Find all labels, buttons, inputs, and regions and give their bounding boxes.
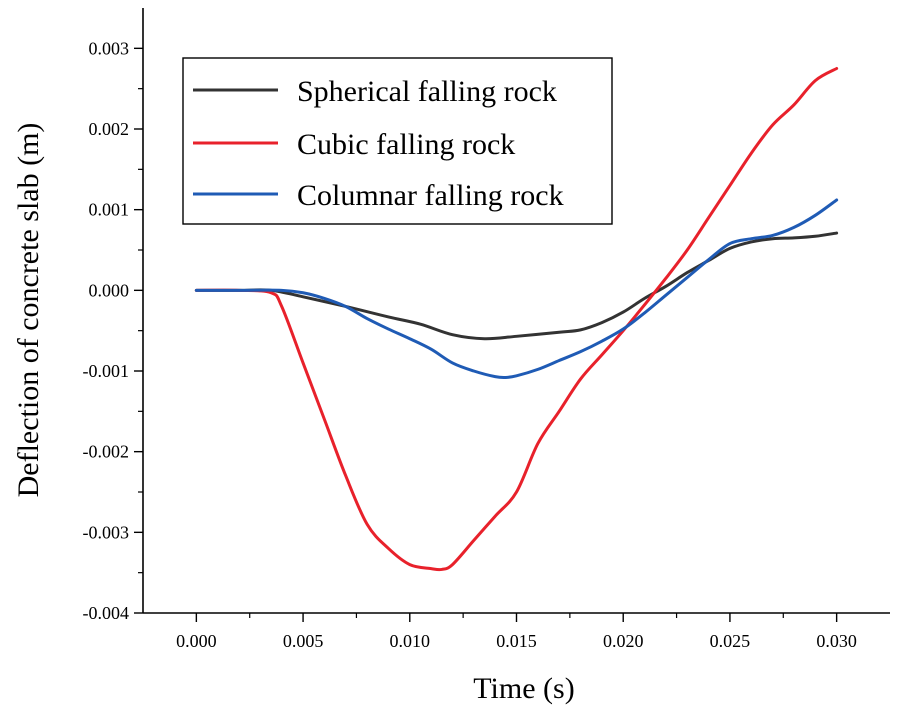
- series-line-cubic: [194, 67, 839, 572]
- y-tick-label: -0.001: [83, 361, 130, 381]
- series-line-spherical: [194, 231, 839, 341]
- x-tick-label: 0.020: [603, 631, 644, 651]
- legend-label-columnar: Columnar falling rock: [297, 179, 564, 212]
- y-tick-label: 0.002: [89, 119, 130, 139]
- y-axis-title: Deflection of concrete slab (m): [12, 123, 45, 498]
- y-tick-label: 0.003: [89, 38, 130, 58]
- x-tick-label: 0.025: [710, 631, 751, 651]
- y-tick-label: 0.001: [89, 200, 130, 220]
- y-tick-label: 0.000: [89, 280, 130, 300]
- legend-label-spherical: Spherical falling rock: [297, 75, 557, 108]
- x-tick-label: 0.005: [283, 631, 324, 651]
- legend-label-cubic: Cubic falling rock: [297, 128, 515, 161]
- series-line-columnar: [194, 198, 839, 380]
- legend: Spherical falling rock Cubic falling roc…: [182, 57, 613, 225]
- x-axis-ticks: 0.000 0.005 0.010 0.015 0.020 0.025 0.030: [176, 613, 857, 651]
- x-tick-label: 0.010: [390, 631, 431, 651]
- y-axis-ticks: -0.004 -0.003 -0.002 -0.001 0.000 0.001 0.002 0…: [83, 38, 143, 623]
- plot-area: 0.000 0.005 0.010 0.015 0.020 0.025 0.030 -0.0…: [83, 8, 890, 651]
- y-tick-label: -0.002: [83, 442, 130, 462]
- x-axis-title: Time (s): [473, 672, 574, 705]
- legend-box: [182, 57, 613, 225]
- series-lines: [194, 67, 839, 572]
- y-tick-label: -0.004: [83, 603, 130, 623]
- x-tick-label: 0.030: [816, 631, 857, 651]
- x-tick-label: 0.015: [496, 631, 537, 651]
- x-tick-label: 0.000: [176, 631, 217, 651]
- y-tick-label: -0.003: [83, 522, 130, 542]
